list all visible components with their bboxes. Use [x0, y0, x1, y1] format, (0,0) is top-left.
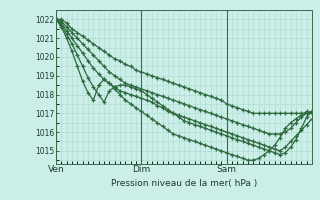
X-axis label: Pression niveau de la mer( hPa ): Pression niveau de la mer( hPa ): [111, 179, 257, 188]
